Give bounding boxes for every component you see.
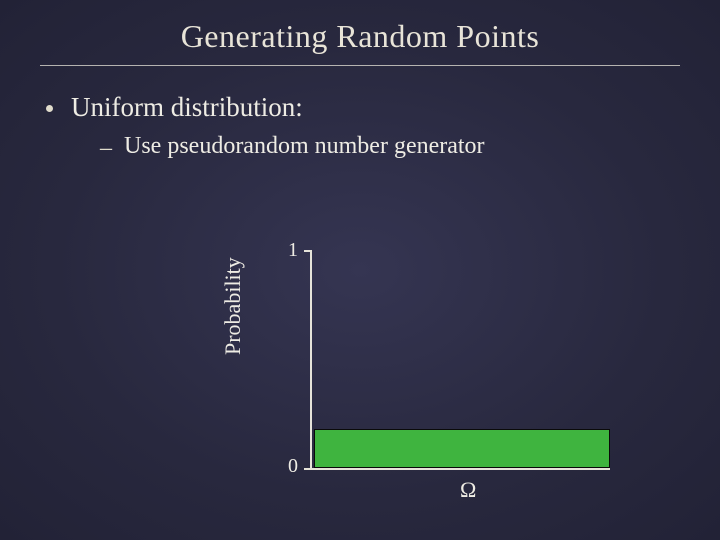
bullet-dot-icon (46, 105, 53, 112)
probability-chart: Probability 1 0 Ω (230, 245, 620, 505)
y-tick-top (304, 250, 312, 252)
title-rule (40, 65, 680, 66)
y-tick-label-top: 1 (288, 239, 298, 262)
slide: Generating Random Points Uniform distrib… (0, 0, 720, 540)
bullet-text: Uniform distribution: (71, 92, 303, 123)
bullet-level-1: Uniform distribution: (46, 92, 680, 123)
x-axis-label: Ω (460, 477, 476, 503)
page-title: Generating Random Points (40, 18, 680, 55)
y-axis-label: Probability (220, 257, 246, 355)
sub-bullet-text: Use pseudorandom number generator (124, 133, 485, 160)
bullet-level-2: – Use pseudorandom number generator (100, 133, 680, 164)
y-tick-bottom (304, 468, 312, 470)
y-tick-label-bottom: 0 (288, 455, 298, 478)
dash-icon: – (100, 133, 112, 164)
uniform-bar (314, 429, 610, 468)
plot-area (310, 251, 610, 470)
